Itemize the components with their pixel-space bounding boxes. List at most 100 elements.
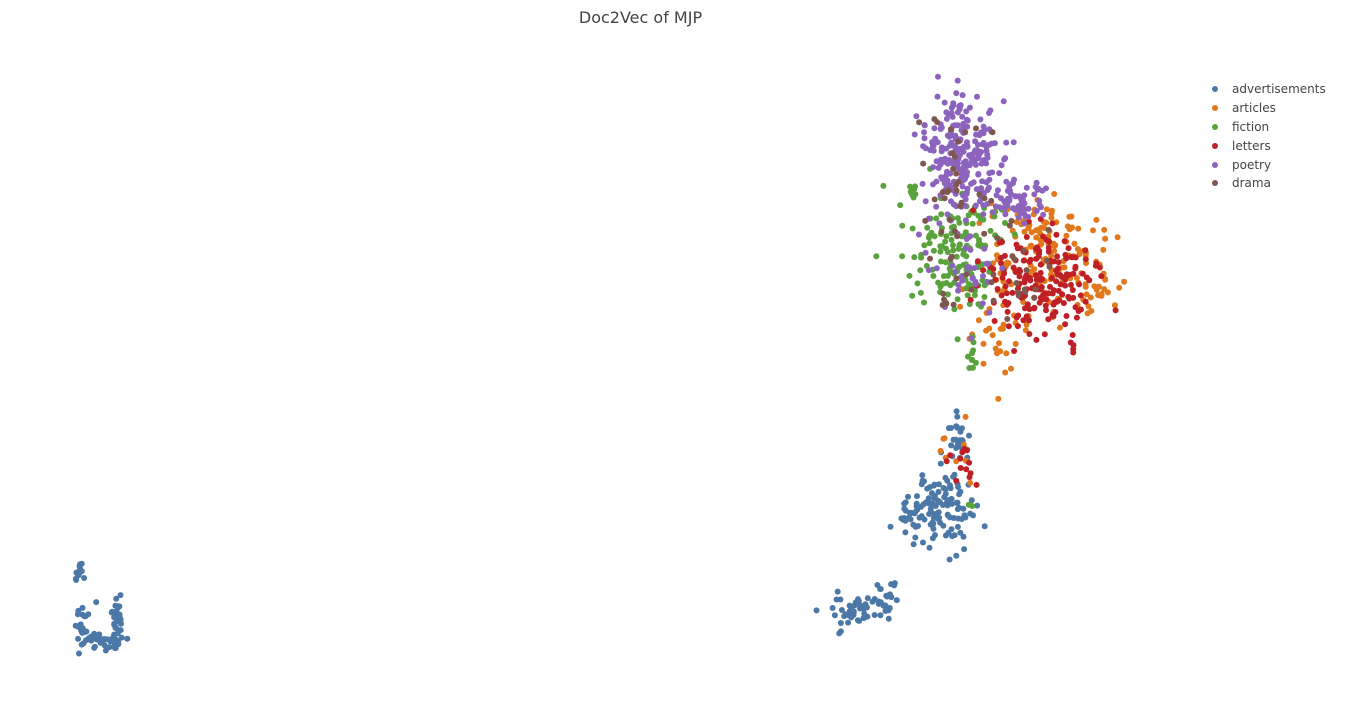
- data-point: [980, 202, 987, 209]
- data-point: [1050, 313, 1057, 320]
- data-point: [955, 138, 962, 145]
- data-point: [1031, 304, 1038, 311]
- data-point: [905, 493, 911, 500]
- data-point: [1011, 231, 1018, 238]
- data-point: [1063, 313, 1070, 319]
- data-point: [77, 565, 84, 572]
- data-point: [998, 162, 1005, 169]
- data-point: [990, 297, 997, 304]
- data-point: [1098, 273, 1105, 280]
- data-point: [950, 242, 956, 249]
- data-point: [1021, 220, 1028, 227]
- data-point: [1000, 321, 1007, 328]
- legend-label: advertisements: [1232, 82, 1326, 97]
- data-point: [977, 116, 984, 123]
- data-point: [75, 572, 82, 579]
- data-point: [1043, 307, 1049, 314]
- data-point: [999, 265, 1006, 272]
- data-point: [969, 275, 976, 282]
- data-point: [1065, 245, 1072, 252]
- data-point: [947, 282, 954, 289]
- data-point: [930, 247, 937, 254]
- legend-item-letters[interactable]: letters: [1205, 136, 1326, 155]
- legend-item-advertisements[interactable]: advertisements: [1205, 80, 1326, 99]
- data-point: [1061, 238, 1068, 245]
- data-point: [1033, 208, 1040, 214]
- data-point: [972, 202, 979, 209]
- data-point: [981, 230, 988, 237]
- data-point: [933, 215, 940, 222]
- data-point: [957, 428, 964, 435]
- data-point: [1003, 139, 1010, 146]
- data-point: [992, 203, 999, 210]
- data-point: [838, 607, 845, 613]
- data-point: [945, 425, 952, 432]
- data-point: [952, 268, 959, 275]
- data-point: [980, 273, 986, 279]
- data-point: [972, 232, 979, 239]
- data-point: [974, 93, 980, 100]
- data-point: [984, 154, 991, 161]
- data-point: [1022, 305, 1028, 312]
- data-point: [936, 514, 943, 521]
- legend-item-articles[interactable]: articles: [1205, 99, 1326, 118]
- data-point: [1038, 204, 1044, 211]
- data-point: [966, 432, 972, 439]
- data-point: [965, 353, 971, 360]
- data-point: [93, 599, 100, 606]
- data-point: [1051, 191, 1058, 197]
- data-point: [899, 253, 906, 260]
- data-point: [1051, 258, 1057, 265]
- data-point: [1016, 273, 1023, 280]
- data-point: [1027, 256, 1034, 263]
- data-point: [1021, 192, 1028, 199]
- data-point: [111, 645, 118, 651]
- legend-item-poetry[interactable]: poetry: [1205, 155, 1326, 174]
- data-point: [987, 227, 994, 234]
- data-point: [1071, 240, 1078, 247]
- data-point: [980, 216, 987, 223]
- data-point: [931, 125, 938, 132]
- data-point: [935, 73, 941, 80]
- data-point: [961, 546, 968, 553]
- data-point: [980, 211, 987, 218]
- data-point: [953, 275, 960, 282]
- data-point: [920, 160, 927, 167]
- data-point: [942, 486, 949, 493]
- data-point: [95, 634, 102, 641]
- data-point: [981, 195, 988, 202]
- data-point: [1082, 247, 1089, 254]
- data-point: [919, 180, 926, 187]
- data-point: [948, 500, 955, 507]
- data-point: [871, 596, 878, 602]
- data-point: [979, 178, 986, 185]
- data-point: [994, 187, 1001, 194]
- data-point: [1021, 276, 1028, 283]
- data-point: [991, 318, 998, 324]
- data-point: [999, 274, 1006, 281]
- legend-item-fiction[interactable]: fiction: [1205, 118, 1326, 137]
- data-point: [928, 500, 934, 507]
- data-point: [950, 515, 957, 521]
- data-point: [1082, 256, 1089, 263]
- data-point: [1053, 267, 1060, 274]
- data-point: [953, 181, 960, 188]
- data-point: [1090, 227, 1096, 234]
- data-point: [993, 192, 1000, 199]
- data-point: [1002, 211, 1009, 218]
- data-point: [1102, 235, 1109, 242]
- series-drama: [916, 116, 1053, 322]
- data-point: [954, 122, 961, 129]
- data-point: [1005, 260, 1012, 267]
- data-point: [1031, 294, 1038, 301]
- legend-marker: [1212, 180, 1218, 187]
- data-point: [996, 340, 1002, 347]
- data-point: [937, 460, 944, 467]
- legend-item-drama[interactable]: drama: [1205, 174, 1326, 193]
- data-point: [861, 610, 868, 617]
- data-point: [958, 516, 965, 522]
- data-point: [990, 266, 997, 272]
- data-point: [1040, 211, 1047, 218]
- data-point: [874, 582, 881, 588]
- data-point: [1051, 247, 1058, 254]
